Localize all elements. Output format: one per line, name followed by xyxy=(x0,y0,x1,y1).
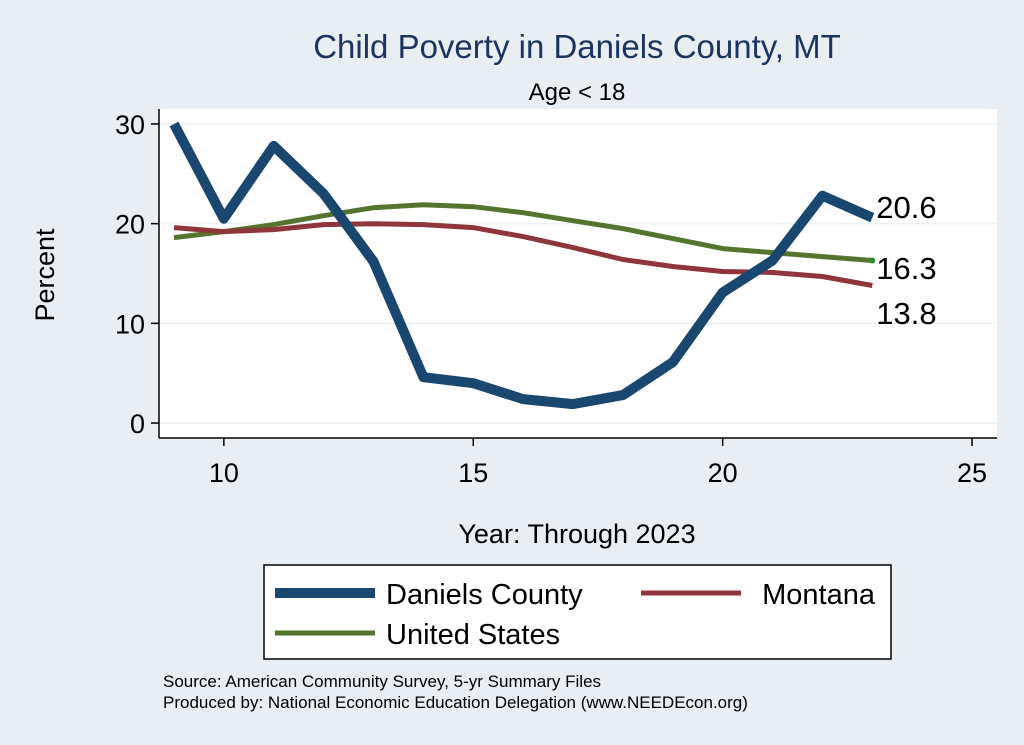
y-axis-label: Percent xyxy=(30,228,60,322)
legend: Daniels County Montana United States xyxy=(263,564,892,660)
axes: 0 10 20 30 10 15 20 25 xyxy=(115,109,997,488)
end-point-united-states xyxy=(869,257,876,264)
y-tick-label-30: 30 xyxy=(115,110,145,140)
legend-label-daniels-county: Daniels County xyxy=(386,579,583,611)
produced-by-line: Produced by: National Economic Education… xyxy=(163,693,748,712)
source-line: Source: American Community Survey, 5-yr … xyxy=(163,672,601,691)
y-tick-label-20: 20 xyxy=(115,210,145,240)
legend-label-montana: Montana xyxy=(762,579,876,611)
y-tick-label-0: 0 xyxy=(130,409,145,439)
x-tick-label-10: 10 xyxy=(209,458,239,488)
legend-box xyxy=(263,564,892,660)
end-label-united-states: 16.3 xyxy=(876,251,936,286)
end-label-montana: 13.8 xyxy=(876,296,936,331)
x-tick-label-20: 20 xyxy=(708,458,738,488)
x-tick-label-15: 15 xyxy=(458,458,488,488)
series-line-united-states xyxy=(173,202,873,263)
y-tick-label-10: 10 xyxy=(115,309,145,339)
x-tick-label-25: 25 xyxy=(957,458,987,488)
x-axis-label: Year: Through 2023 xyxy=(458,519,695,549)
chart-title: Child Poverty in Daniels County, MT xyxy=(313,28,841,65)
chart-subtitle: Age < 18 xyxy=(529,79,626,106)
series-line-daniels-county xyxy=(169,121,875,410)
series-lines xyxy=(169,121,876,410)
end-labels: 20.6 13.8 16.3 xyxy=(876,190,936,331)
legend-label-united-states: United States xyxy=(386,619,560,651)
end-label-daniels-county: 20.6 xyxy=(876,190,936,225)
